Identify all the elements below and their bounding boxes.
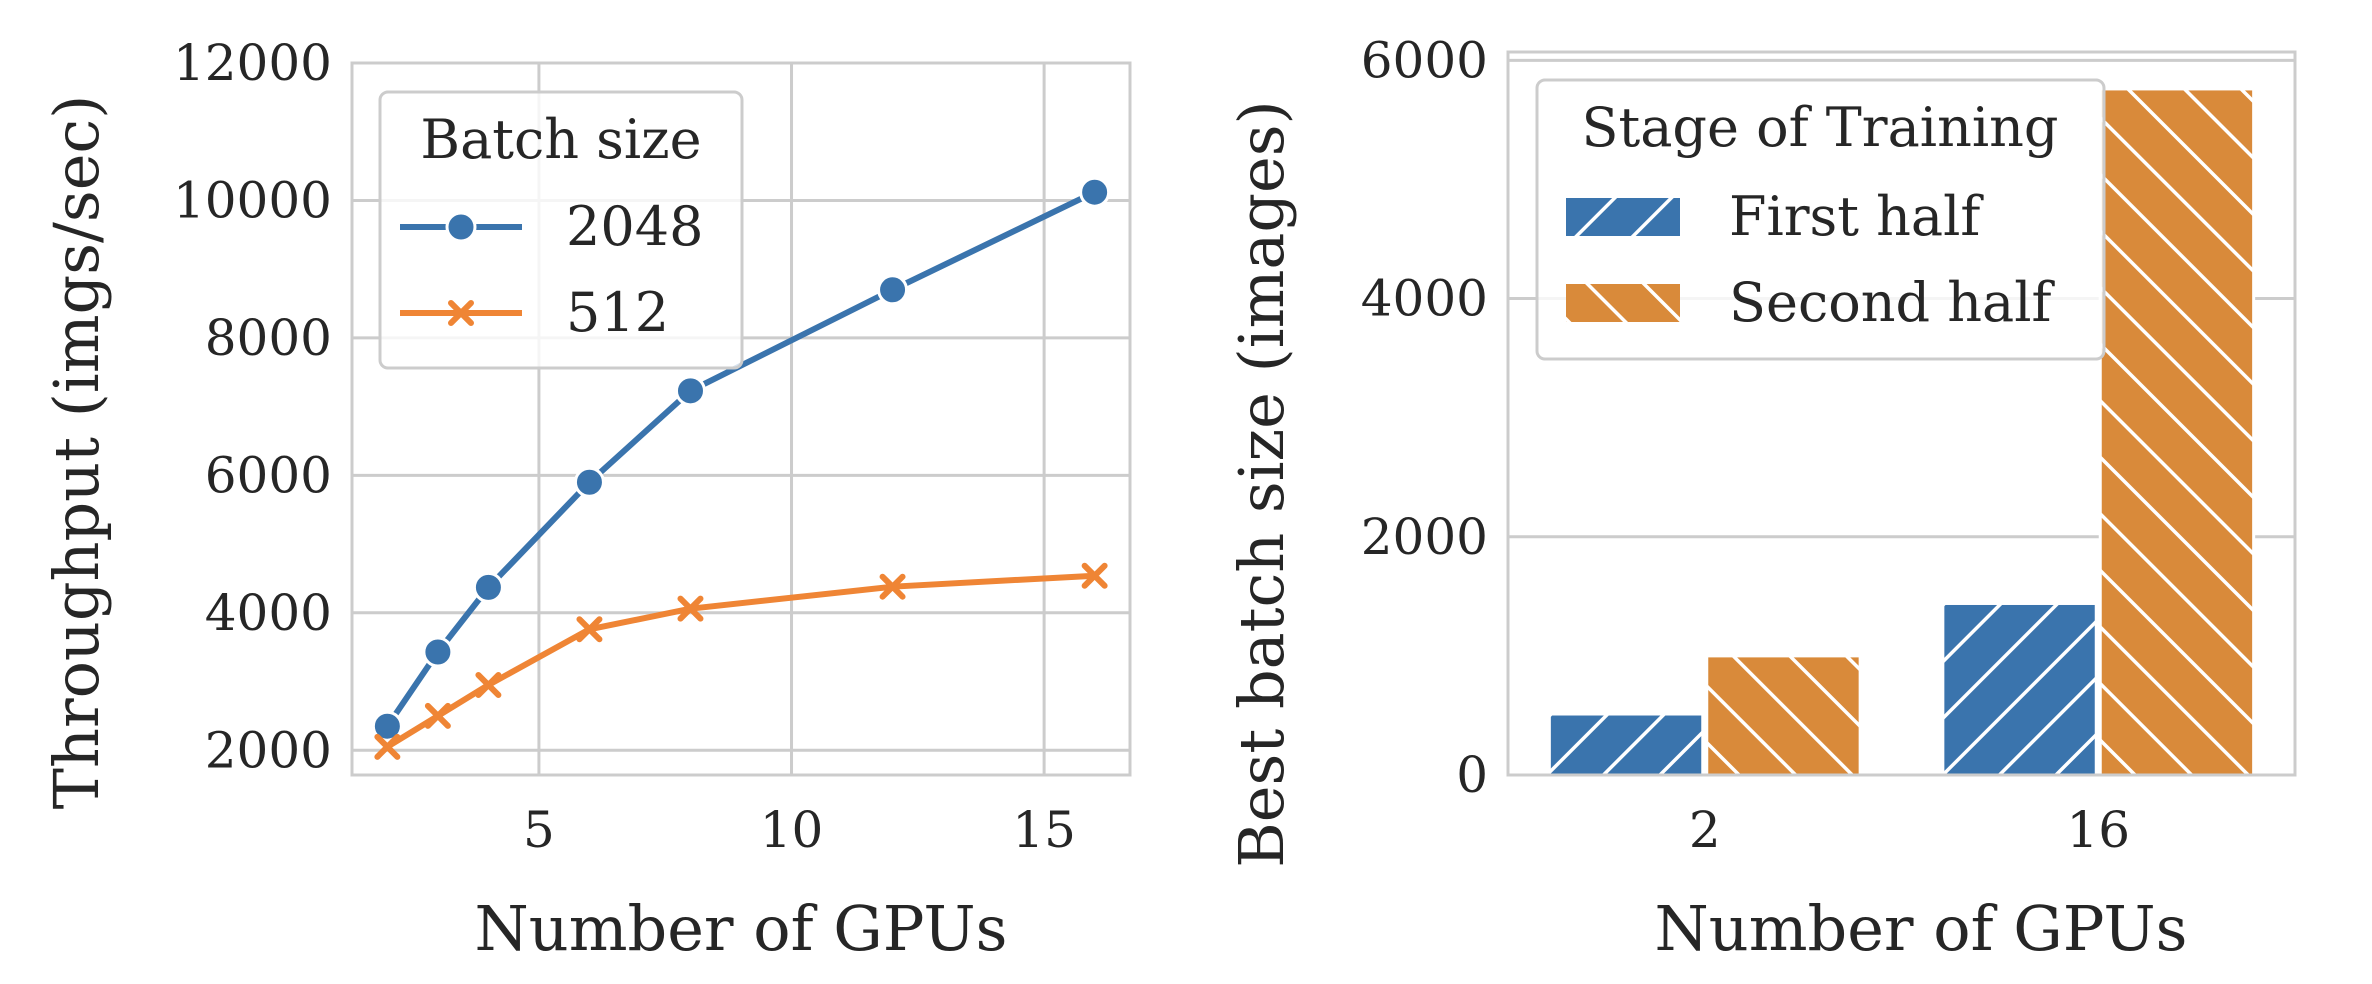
throughput-x-tick-labels: 5 10 15 <box>523 801 1076 859</box>
data-point-512 <box>879 573 906 600</box>
batch-size-bars <box>1547 87 2256 777</box>
data-point-2048 <box>674 375 706 407</box>
legend-marker-512 <box>448 300 474 326</box>
throughput-y-tick-label: 8000 <box>205 309 332 367</box>
bar-second-half-gpus-2 <box>1705 654 1862 777</box>
throughput-y-tick-label: 12000 <box>173 34 332 92</box>
legend-entry-second-half: Second half <box>1566 271 2055 334</box>
throughput-y-axis-label: Throughput (imgs/sec) <box>40 95 113 810</box>
data-point-2048 <box>877 274 909 306</box>
throughput-legend: Batch size 2048 512 <box>378 90 744 370</box>
data-point-2048 <box>573 466 605 498</box>
data-point-512 <box>374 733 401 760</box>
throughput-y-tick-label: 4000 <box>205 584 332 642</box>
throughput-legend-box <box>378 90 744 370</box>
bar-second-half-gpus-16 <box>2098 87 2256 777</box>
batch-size-y-tick-label: 0 <box>1456 746 1488 804</box>
legend-label-2048: 2048 <box>566 195 703 258</box>
batch-size-legend: Stage of Training First half Second half <box>1535 78 2106 361</box>
batch-size-x-axis-label: Number of GPUs <box>1655 892 2188 965</box>
legend-label-first-half: First half <box>1729 185 1984 248</box>
throughput-y-tick-label: 2000 <box>205 721 332 779</box>
throughput-y-tick-labels: 2000 4000 6000 8000 10000 12000 <box>173 34 332 779</box>
series-2048 <box>371 176 1111 742</box>
throughput-y-tick-label: 6000 <box>205 446 332 504</box>
data-point-2048 <box>1079 176 1111 208</box>
legend-label-512: 512 <box>566 281 669 344</box>
legend-marker-2048 <box>445 211 477 243</box>
batch-size-plot-frame <box>1506 50 2297 777</box>
legend-swatch-first-half <box>1566 198 1680 236</box>
batch-size-x-tick-label: 2 <box>1689 801 1721 859</box>
bar-first-half-gpus-2 <box>1547 712 1705 777</box>
batch-size-legend-title: Stage of Training <box>1582 96 2059 159</box>
data-point-512 <box>677 595 704 622</box>
data-point-512 <box>424 702 451 729</box>
throughput-series <box>371 176 1111 760</box>
throughput-legend-title: Batch size <box>420 108 701 171</box>
batch-size-y-tick-label: 4000 <box>1361 270 1488 328</box>
series-512 <box>374 562 1108 760</box>
batch-size-y-tick-label: 6000 <box>1361 31 1488 89</box>
data-point-2048 <box>472 571 504 603</box>
legend-entry-first-half: First half <box>1566 185 1984 248</box>
throughput-chart: 2000 4000 6000 8000 10000 12000 5 10 15 Number … <box>40 34 1132 965</box>
throughput-x-tick-label: 10 <box>760 801 824 859</box>
batch-size-chart: 0 2000 4000 6000 2 16 Number of GPUs Best ba… <box>1225 31 2297 965</box>
batch-size-x-tick-labels: 2 16 <box>1689 801 2130 859</box>
legend-label-second-half: Second half <box>1729 271 2055 334</box>
bar-first-half-gpus-16 <box>1941 601 2098 777</box>
data-point-512 <box>576 616 603 643</box>
throughput-plot-frame <box>350 61 1132 777</box>
legend-entry-512: 512 <box>400 281 669 344</box>
throughput-x-axis-label: Number of GPUs <box>475 892 1008 965</box>
throughput-x-tick-label: 5 <box>523 801 555 859</box>
throughput-x-tick-label: 15 <box>1012 801 1076 859</box>
throughput-y-tick-label: 10000 <box>173 171 332 229</box>
data-point-512 <box>475 671 502 698</box>
batch-size-y-tick-labels: 0 2000 4000 6000 <box>1361 31 1488 804</box>
legend-swatch-second-half <box>1566 284 1680 322</box>
legend-entry-2048: 2048 <box>400 195 703 258</box>
batch-size-y-tick-label: 2000 <box>1361 508 1488 566</box>
batch-size-x-tick-label: 16 <box>2066 801 2130 859</box>
batch-size-y-axis-label: Best batch size (images) <box>1225 100 1298 868</box>
data-point-2048 <box>422 636 454 668</box>
data-point-512 <box>1081 562 1108 589</box>
data-point-2048 <box>371 710 403 742</box>
